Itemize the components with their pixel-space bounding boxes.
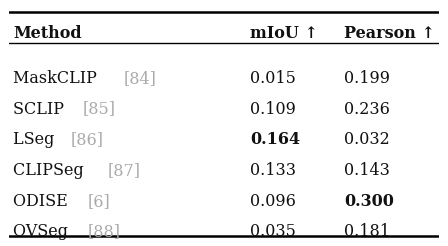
Text: 0.199: 0.199: [345, 70, 390, 87]
Text: 0.096: 0.096: [250, 193, 296, 210]
Text: LSeg: LSeg: [13, 131, 60, 148]
Text: 0.133: 0.133: [250, 162, 296, 179]
Text: [87]: [87]: [107, 162, 140, 179]
Text: ODISE: ODISE: [13, 193, 73, 210]
Text: [88]: [88]: [88, 223, 121, 240]
Text: 0.236: 0.236: [345, 101, 390, 118]
Text: OVSeg: OVSeg: [13, 223, 73, 240]
Text: [84]: [84]: [124, 70, 156, 87]
Text: [6]: [6]: [87, 193, 110, 210]
Text: 0.109: 0.109: [250, 101, 296, 118]
Text: 0.143: 0.143: [345, 162, 390, 179]
Text: [85]: [85]: [83, 101, 116, 118]
Text: MaskCLIP: MaskCLIP: [13, 70, 102, 87]
Text: 0.300: 0.300: [345, 193, 394, 210]
Text: SCLIP: SCLIP: [13, 101, 69, 118]
Text: 0.015: 0.015: [250, 70, 296, 87]
Text: 0.164: 0.164: [250, 131, 300, 148]
Text: 0.181: 0.181: [345, 223, 390, 240]
Text: Pearson ↑: Pearson ↑: [345, 25, 435, 42]
Text: [86]: [86]: [71, 131, 104, 148]
Text: mIoU ↑: mIoU ↑: [250, 25, 318, 42]
Text: Method: Method: [13, 25, 82, 42]
Text: 0.035: 0.035: [250, 223, 296, 240]
Text: 0.032: 0.032: [345, 131, 390, 148]
Text: CLIPSeg: CLIPSeg: [13, 162, 89, 179]
